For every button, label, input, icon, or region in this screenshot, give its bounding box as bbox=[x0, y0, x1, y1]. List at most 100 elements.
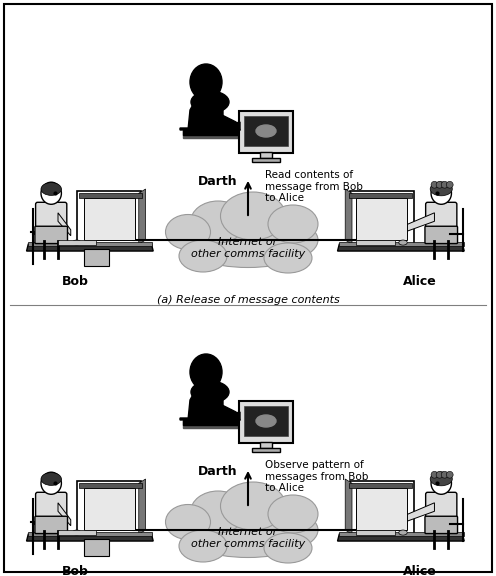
Ellipse shape bbox=[190, 201, 246, 243]
Ellipse shape bbox=[41, 183, 62, 195]
Ellipse shape bbox=[72, 240, 81, 245]
Ellipse shape bbox=[256, 125, 276, 137]
Bar bbox=[58, 240, 96, 245]
Ellipse shape bbox=[256, 415, 276, 427]
Ellipse shape bbox=[190, 64, 222, 100]
Ellipse shape bbox=[178, 213, 318, 267]
Bar bbox=[183, 420, 278, 425]
Text: Alice: Alice bbox=[403, 565, 437, 576]
Bar bbox=[356, 240, 394, 245]
Ellipse shape bbox=[430, 472, 452, 486]
FancyBboxPatch shape bbox=[244, 406, 288, 436]
Ellipse shape bbox=[72, 530, 81, 535]
Bar bbox=[356, 530, 394, 535]
Bar bbox=[260, 152, 272, 158]
FancyBboxPatch shape bbox=[425, 516, 457, 533]
Bar bbox=[83, 539, 109, 555]
Bar bbox=[349, 194, 412, 198]
FancyBboxPatch shape bbox=[244, 116, 288, 146]
Ellipse shape bbox=[41, 473, 62, 486]
Text: Observe pattern of
messages from Bob
to Alice: Observe pattern of messages from Bob to … bbox=[265, 460, 369, 493]
Polygon shape bbox=[139, 479, 145, 535]
Polygon shape bbox=[58, 213, 71, 236]
Text: Alice: Alice bbox=[403, 275, 437, 288]
Polygon shape bbox=[394, 503, 434, 526]
Bar bbox=[79, 483, 142, 487]
Ellipse shape bbox=[41, 182, 62, 204]
FancyBboxPatch shape bbox=[36, 492, 67, 522]
Ellipse shape bbox=[399, 530, 407, 535]
Ellipse shape bbox=[430, 182, 452, 196]
Polygon shape bbox=[208, 398, 240, 420]
Ellipse shape bbox=[268, 495, 318, 533]
Ellipse shape bbox=[264, 533, 312, 563]
Polygon shape bbox=[223, 412, 240, 421]
Ellipse shape bbox=[166, 505, 210, 540]
Circle shape bbox=[446, 471, 453, 478]
Ellipse shape bbox=[190, 354, 222, 390]
Polygon shape bbox=[345, 189, 352, 244]
Polygon shape bbox=[345, 479, 352, 535]
Polygon shape bbox=[208, 108, 240, 130]
FancyBboxPatch shape bbox=[350, 482, 414, 536]
Polygon shape bbox=[188, 382, 220, 420]
FancyBboxPatch shape bbox=[426, 492, 457, 522]
FancyBboxPatch shape bbox=[35, 226, 67, 244]
Text: (a) Release of message contents: (a) Release of message contents bbox=[157, 295, 339, 305]
Ellipse shape bbox=[166, 214, 210, 249]
Text: Darth: Darth bbox=[198, 465, 238, 478]
Circle shape bbox=[441, 181, 448, 188]
FancyBboxPatch shape bbox=[77, 482, 141, 536]
Bar bbox=[79, 194, 142, 198]
Ellipse shape bbox=[179, 240, 227, 272]
Circle shape bbox=[436, 471, 443, 478]
Ellipse shape bbox=[399, 240, 407, 245]
Bar bbox=[183, 420, 278, 428]
FancyBboxPatch shape bbox=[239, 401, 293, 443]
Polygon shape bbox=[180, 400, 223, 420]
Polygon shape bbox=[27, 244, 153, 251]
Bar bbox=[183, 130, 278, 135]
Ellipse shape bbox=[41, 472, 62, 494]
Bar bbox=[339, 532, 464, 536]
Polygon shape bbox=[180, 110, 223, 130]
Ellipse shape bbox=[190, 491, 246, 533]
Ellipse shape bbox=[431, 182, 451, 204]
FancyBboxPatch shape bbox=[350, 191, 414, 247]
Polygon shape bbox=[196, 382, 220, 388]
Bar bbox=[356, 198, 407, 240]
Polygon shape bbox=[338, 244, 464, 251]
Bar bbox=[252, 448, 280, 452]
Circle shape bbox=[446, 181, 453, 188]
FancyBboxPatch shape bbox=[77, 191, 141, 247]
Ellipse shape bbox=[191, 381, 229, 403]
Ellipse shape bbox=[264, 243, 312, 273]
Ellipse shape bbox=[191, 91, 229, 113]
Text: Internet or
other comms facility: Internet or other comms facility bbox=[191, 237, 305, 259]
FancyBboxPatch shape bbox=[425, 226, 457, 244]
Circle shape bbox=[436, 181, 443, 188]
Bar bbox=[339, 242, 464, 246]
Bar bbox=[28, 532, 151, 536]
Bar bbox=[83, 248, 109, 266]
Text: Bob: Bob bbox=[62, 565, 88, 576]
Bar bbox=[28, 242, 151, 246]
Circle shape bbox=[441, 471, 448, 478]
Polygon shape bbox=[394, 213, 434, 236]
FancyBboxPatch shape bbox=[36, 202, 67, 232]
Polygon shape bbox=[196, 92, 220, 98]
Polygon shape bbox=[58, 503, 71, 526]
FancyBboxPatch shape bbox=[239, 111, 293, 153]
Circle shape bbox=[431, 471, 438, 478]
Bar bbox=[349, 483, 412, 487]
Ellipse shape bbox=[221, 482, 286, 530]
Polygon shape bbox=[139, 189, 145, 244]
Bar bbox=[356, 487, 407, 530]
Text: Bob: Bob bbox=[62, 275, 88, 288]
Bar bbox=[260, 442, 272, 448]
Ellipse shape bbox=[431, 472, 451, 494]
Bar bbox=[183, 130, 278, 138]
Ellipse shape bbox=[221, 192, 286, 240]
Ellipse shape bbox=[179, 530, 227, 562]
Ellipse shape bbox=[268, 205, 318, 243]
